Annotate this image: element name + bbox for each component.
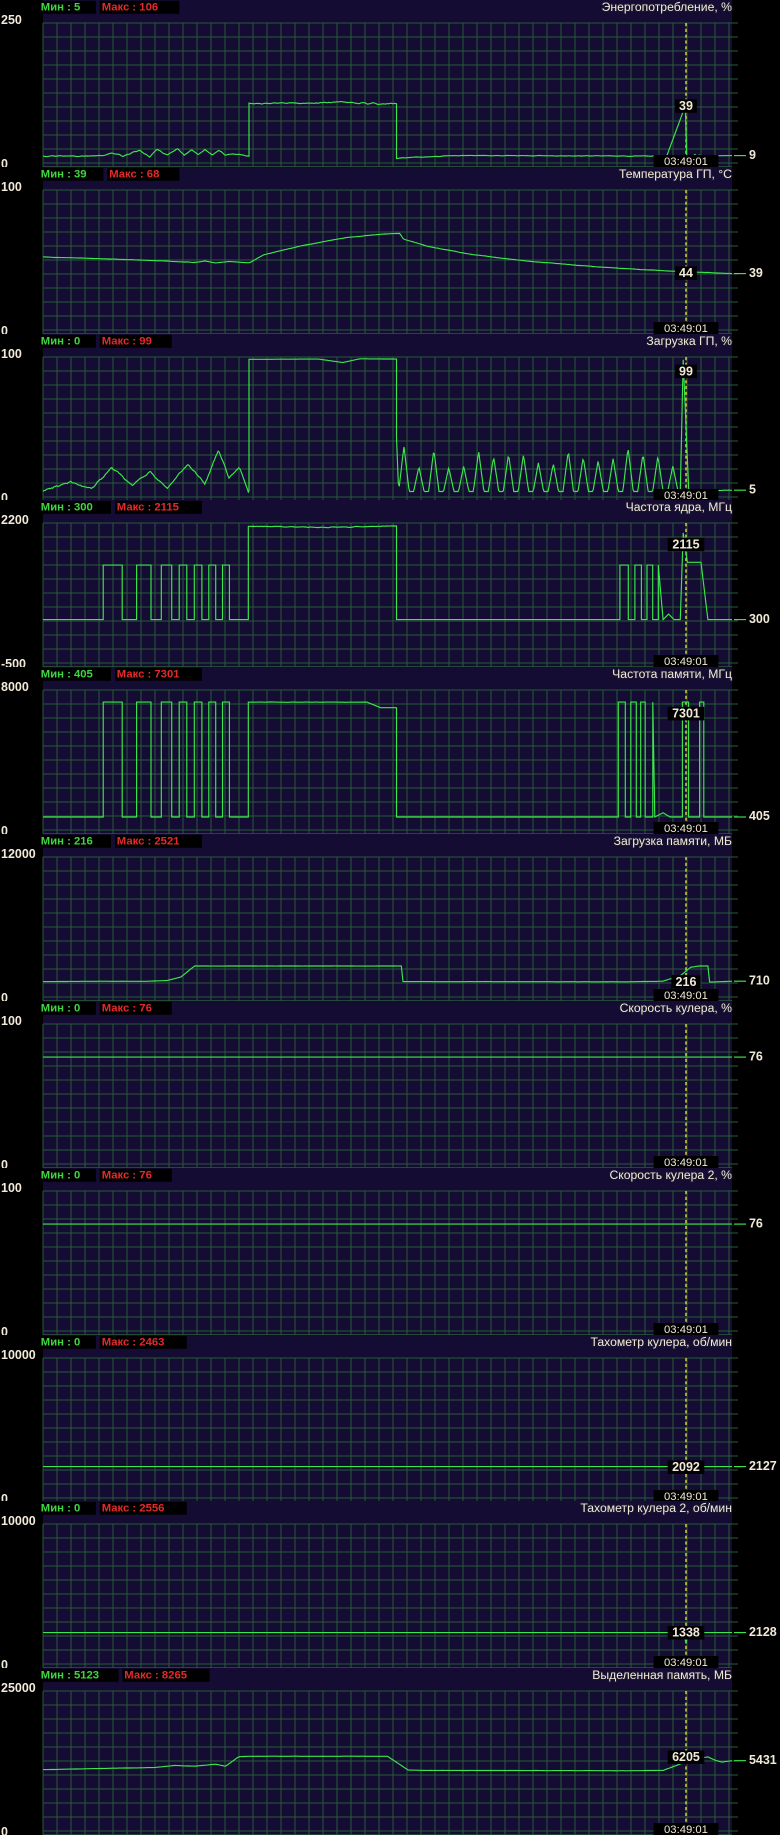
svg-text:Выделенная память, МБ: Выделенная память, МБ <box>592 1668 732 1682</box>
svg-text:7301: 7301 <box>672 707 700 721</box>
svg-text:0: 0 <box>1 491 8 501</box>
svg-text:0: 0 <box>1 324 8 334</box>
svg-text:100: 100 <box>1 1181 22 1195</box>
svg-text:03:49:01: 03:49:01 <box>664 990 708 1001</box>
svg-text:Макс : 2115: Макс : 2115 <box>117 502 179 514</box>
svg-text:76: 76 <box>749 1049 763 1063</box>
svg-text:Макс : 2463: Макс : 2463 <box>102 1336 165 1348</box>
svg-text:0: 0 <box>1 1825 8 1835</box>
svg-text:03:49:01: 03:49:01 <box>664 656 708 667</box>
svg-text:Макс : 76: Макс : 76 <box>102 1003 152 1015</box>
svg-text:Мин : 5123: Мин : 5123 <box>41 1670 99 1682</box>
svg-text:03:49:01: 03:49:01 <box>664 1657 708 1668</box>
svg-text:Частота памяти, МГц: Частота памяти, МГц <box>612 667 732 681</box>
svg-text:03:49:01: 03:49:01 <box>664 1490 708 1501</box>
svg-text:03:49:01: 03:49:01 <box>664 1824 708 1835</box>
svg-text:25000: 25000 <box>1 1681 36 1695</box>
svg-text:Макс : 68: Макс : 68 <box>109 169 159 181</box>
svg-text:100: 100 <box>1 347 22 361</box>
svg-text:Мин : 405: Мин : 405 <box>41 669 93 681</box>
svg-text:1338: 1338 <box>672 1626 700 1640</box>
svg-text:216: 216 <box>676 975 697 989</box>
svg-text:0: 0 <box>1 991 8 1001</box>
svg-text:03:49:01: 03:49:01 <box>664 823 708 834</box>
svg-text:Макс : 7301: Макс : 7301 <box>117 669 180 681</box>
svg-text:9: 9 <box>749 148 756 162</box>
svg-text:39: 39 <box>749 266 763 280</box>
svg-text:Макс : 2556: Макс : 2556 <box>102 1503 165 1515</box>
svg-text:Мин : 39: Мин : 39 <box>41 169 87 181</box>
svg-text:0: 0 <box>1 824 8 834</box>
svg-text:44: 44 <box>679 266 693 280</box>
svg-text:Мин : 300: Мин : 300 <box>41 502 93 514</box>
svg-text:12000: 12000 <box>1 847 36 861</box>
svg-text:5: 5 <box>749 482 756 496</box>
svg-text:100: 100 <box>1 180 22 194</box>
svg-text:03:49:01: 03:49:01 <box>664 323 708 334</box>
svg-text:2092: 2092 <box>672 1460 700 1474</box>
svg-text:03:49:01: 03:49:01 <box>664 489 708 500</box>
svg-text:2127: 2127 <box>749 1458 777 1472</box>
svg-text:Тахометр кулера 2, об/мин: Тахометр кулера 2, об/мин <box>580 1501 732 1515</box>
svg-text:2115: 2115 <box>672 538 699 552</box>
svg-text:250: 250 <box>1 13 22 27</box>
svg-text:Макс : 76: Макс : 76 <box>102 1169 152 1181</box>
svg-text:300: 300 <box>749 612 770 626</box>
svg-text:Мин : 5: Мин : 5 <box>41 2 80 14</box>
svg-text:10000: 10000 <box>1 1348 36 1362</box>
svg-text:0: 0 <box>1 1491 8 1501</box>
svg-text:Скорость кулера, %: Скорость кулера, % <box>620 1001 733 1015</box>
svg-text:5431: 5431 <box>749 1753 777 1767</box>
svg-text:Частота ядра, МГц: Частота ядра, МГц <box>626 500 732 514</box>
svg-text:10000: 10000 <box>1 1515 36 1529</box>
svg-text:39: 39 <box>679 99 693 113</box>
svg-text:Мин : 216: Мин : 216 <box>41 836 93 848</box>
svg-text:6205: 6205 <box>672 1750 700 1764</box>
svg-text:Мин : 0: Мин : 0 <box>41 1336 80 1348</box>
svg-text:Загрузка ГП, %: Загрузка ГП, % <box>646 334 732 348</box>
svg-text:Мин : 0: Мин : 0 <box>41 1169 80 1181</box>
svg-text:8000: 8000 <box>1 680 29 694</box>
svg-text:-500: -500 <box>1 657 26 667</box>
svg-text:Макс : 106: Макс : 106 <box>102 2 158 14</box>
svg-text:Макс : 99: Макс : 99 <box>102 335 152 347</box>
svg-text:Мин : 0: Мин : 0 <box>41 1003 80 1015</box>
svg-text:0: 0 <box>1 1325 8 1335</box>
svg-text:Мин : 0: Мин : 0 <box>41 335 80 347</box>
svg-text:03:49:01: 03:49:01 <box>664 1157 708 1168</box>
svg-text:Тахометр кулера, об/мин: Тахометр кулера, об/мин <box>591 1335 732 1349</box>
svg-text:Загрузка памяти, МБ: Загрузка памяти, МБ <box>614 834 732 848</box>
svg-text:405: 405 <box>749 809 770 823</box>
svg-text:99: 99 <box>679 364 693 378</box>
svg-text:76: 76 <box>749 1216 763 1230</box>
svg-text:100: 100 <box>1 1014 22 1028</box>
svg-text:2128: 2128 <box>749 1625 777 1639</box>
svg-text:0: 0 <box>1 157 8 167</box>
svg-text:Макс : 8265: Макс : 8265 <box>124 1670 187 1682</box>
svg-text:03:49:01: 03:49:01 <box>664 1323 708 1334</box>
svg-text:Скорость кулера 2, %: Скорость кулера 2, % <box>609 1168 732 1182</box>
svg-text:0: 0 <box>1 1658 8 1668</box>
svg-text:Мин : 0: Мин : 0 <box>41 1503 80 1515</box>
svg-text:03:49:01: 03:49:01 <box>664 156 708 167</box>
svg-text:2200: 2200 <box>1 514 29 528</box>
svg-text:Макс : 2521: Макс : 2521 <box>117 836 180 848</box>
svg-text:Энергопотребление, %: Энергопотребление, % <box>602 0 733 14</box>
svg-text:710: 710 <box>749 973 770 987</box>
svg-text:Температура ГП, °C: Температура ГП, °C <box>619 167 732 181</box>
svg-text:0: 0 <box>1 1158 8 1168</box>
